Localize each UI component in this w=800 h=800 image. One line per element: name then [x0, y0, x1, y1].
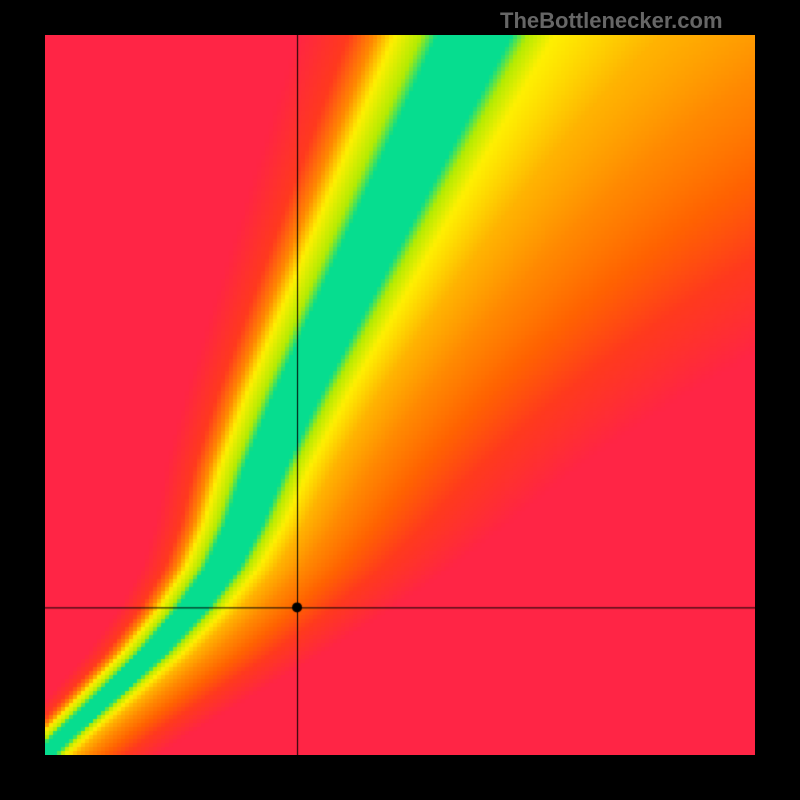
chart-container: { "chart": { "type": "heatmap", "canvas_… — [0, 0, 800, 800]
bottleneck-heatmap — [45, 35, 755, 755]
watermark-text: TheBottlenecker.com — [500, 8, 723, 34]
